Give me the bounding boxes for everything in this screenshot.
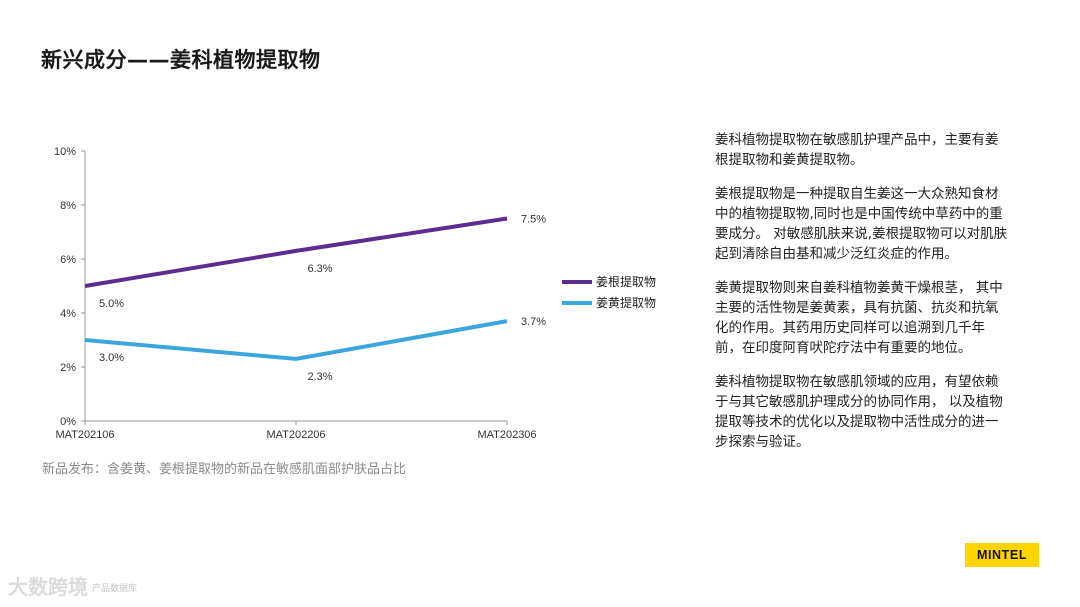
- series-line-2: [84, 319, 508, 361]
- paragraph: 姜黄提取物则来自姜科植物姜黄干燥根茎， 其中主要的活性物是姜黄素，具有抗菌、抗炎…: [715, 280, 1003, 356]
- paragraph: 姜根提取物是一种提取自生姜这一大众熟知食材中的植物提取物,同时也是中国传统中草药…: [715, 186, 1008, 262]
- page-title: 新兴成分——姜科植物提取物: [41, 48, 321, 72]
- y-tick-label: 4%: [60, 308, 76, 320]
- data-label: 2.3%: [307, 371, 332, 383]
- data-label: 6.3%: [307, 263, 332, 275]
- y-tick-label: 2%: [60, 362, 76, 374]
- legend-label: 姜黄提取物: [596, 295, 656, 310]
- y-tick-label: 6%: [60, 254, 76, 266]
- y-tick-label: 10%: [54, 146, 76, 158]
- series-line-1: [84, 216, 508, 288]
- paragraph: 姜科植物提取物在敏感肌领域的应用，有望依赖于与其它敏感肌护理成分的协同作用， 以…: [715, 374, 1003, 450]
- mintel-logo: MINTEL: [965, 543, 1039, 567]
- description-text: 姜科植物提取物在敏感肌护理产品中，主要有姜根提取物和姜黄提取物。 姜根提取物是一…: [715, 130, 1011, 466]
- x-tick-label: MAT202206: [266, 429, 325, 441]
- paragraph: 姜科植物提取物在敏感肌护理产品中，主要有姜根提取物和姜黄提取物。: [715, 132, 999, 168]
- y-tick-label: 0%: [60, 416, 76, 428]
- chart-caption: 新品发布：含姜黄、姜根提取物的新品在敏感肌面部护肤品占比: [42, 462, 407, 477]
- legend-label: 姜根提取物: [596, 274, 656, 289]
- x-tick-label: MAT202106: [55, 429, 114, 441]
- x-tick-label: MAT202306: [477, 429, 536, 441]
- y-tick-label: 8%: [60, 200, 76, 212]
- data-label: 3.0%: [99, 352, 124, 364]
- source-note: 产品数据库: [92, 584, 138, 594]
- line-chart: 0% 2% 4% 6% 8% 10% MAT202106 MAT202206 MAT202306…: [54, 146, 656, 441]
- data-label: 3.7%: [521, 316, 546, 328]
- watermark: 大数跨境: [8, 575, 88, 599]
- data-label: 7.5%: [521, 214, 546, 226]
- data-label: 5.0%: [99, 298, 124, 310]
